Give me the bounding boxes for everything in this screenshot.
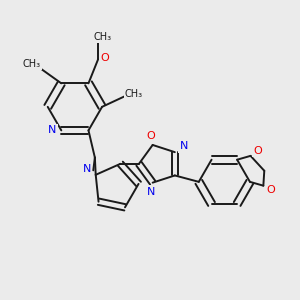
Text: CH₃: CH₃ bbox=[125, 89, 143, 99]
Text: N: N bbox=[82, 164, 91, 174]
Text: O: O bbox=[147, 131, 155, 141]
Text: CH₃: CH₃ bbox=[23, 58, 41, 68]
Text: CH₃: CH₃ bbox=[94, 32, 112, 42]
Text: N: N bbox=[180, 141, 188, 152]
Text: O: O bbox=[253, 146, 262, 156]
Text: O: O bbox=[266, 185, 275, 196]
Text: N: N bbox=[147, 187, 155, 196]
Text: N: N bbox=[48, 125, 57, 135]
Text: O: O bbox=[101, 53, 110, 63]
